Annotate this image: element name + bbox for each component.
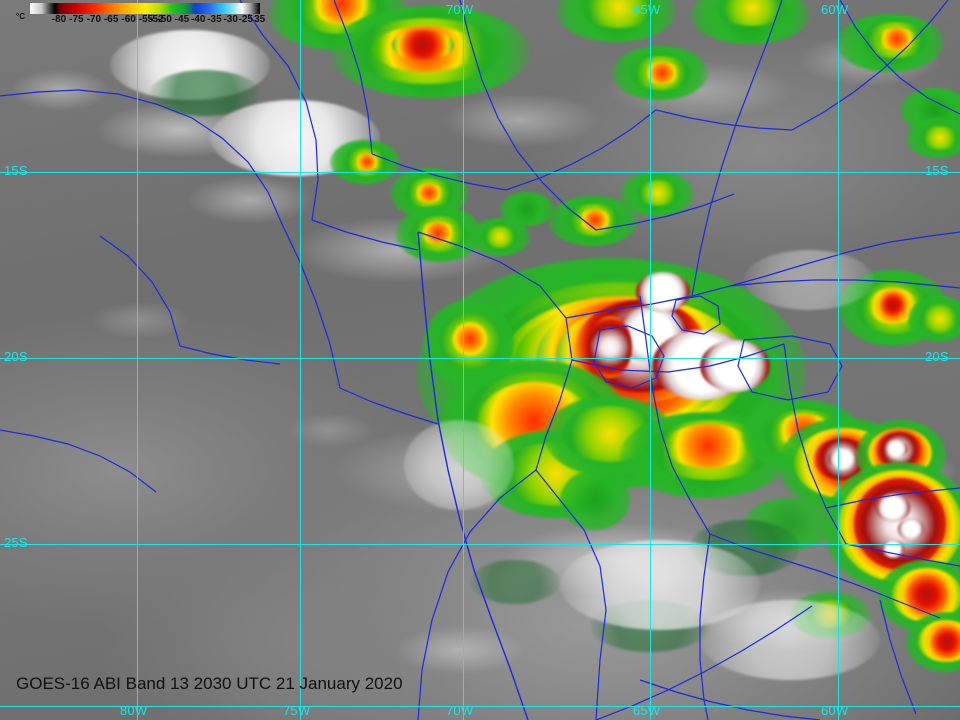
colorbar-tick-neg30: -30 [223,14,238,25]
colorbar-tick-neg25: -25 [238,14,253,25]
lon-label-top-65W: 65W [633,2,661,17]
colorbar-tick-neg40: -40 [190,14,206,25]
lat-label-left-25S: 25S [4,535,28,550]
gridline-lat-25S [0,544,960,545]
gridline-lon-60W [838,0,839,720]
lon-label-top-60W: 60W [821,2,849,17]
colorbar-tick-neg65: -65 [103,14,119,25]
lon-label-bottom-60W: 60W [821,703,849,718]
colorbar-tick-neg52: -52 [149,14,164,25]
colorbar-tick-neg60: -60 [121,14,136,25]
lon-label-bottom-80W: 80W [120,703,148,718]
colorbar-tick-labels: -80 -75 -70 -65 -60 -55 -52 -50 -45 -40 -35 -30 -25 3… [30,14,266,26]
lat-label-left-15S: 15S [4,163,28,178]
colorbar-tick-35: 35 [254,14,266,25]
lat-label-right-20S: 20S [925,349,949,364]
gridline-lon-80W [137,0,138,720]
colorbar-tick-neg45: -45 [174,14,190,25]
colorbar-tick-neg75: -75 [69,14,84,25]
gridline-lat-20S [0,358,960,359]
lon-label-bottom-75W: 75W [283,703,311,718]
colorbar-tick-neg50: -50 [157,14,172,25]
gridline-lon-75W [300,0,301,720]
colorbar-tick-neg35: -35 [207,14,222,25]
lon-label-bottom-70W: 70W [446,703,474,718]
colorbar-tick-neg70: -70 [86,14,102,25]
colorbar-unit-label: °C [16,12,25,21]
image-caption: GOES-16 ABI Band 13 2030 UTC 21 January … [16,674,403,693]
colorbar-tick-neg55: -55 [138,14,154,25]
lat-label-left-20S: 20S [4,349,28,364]
colorbar-gradient-swatch [30,3,260,14]
gridline-lat-30S [0,706,960,707]
lat-label-right-15S: 15S [925,163,949,178]
gridline-lon-65W [650,0,651,720]
gridline-lon-70W [463,0,464,720]
lon-label-bottom-65W: 65W [633,703,661,718]
colorbar-tick-neg80: -80 [51,14,67,25]
gridline-lat-15S [0,172,960,173]
lon-label-top-70W: 70W [446,2,474,17]
